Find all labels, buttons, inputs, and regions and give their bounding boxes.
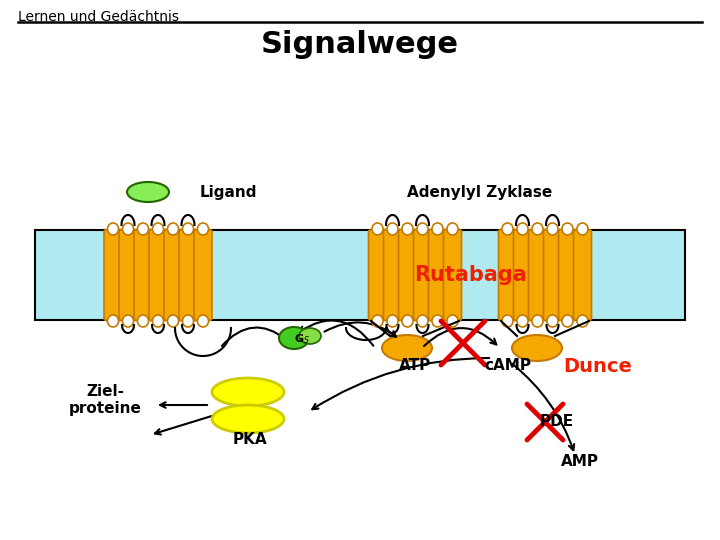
FancyBboxPatch shape [544,230,562,321]
Ellipse shape [372,315,383,327]
FancyBboxPatch shape [134,230,152,321]
Ellipse shape [577,315,588,327]
FancyBboxPatch shape [164,230,182,321]
Ellipse shape [387,315,398,327]
Text: PKA: PKA [233,433,267,448]
Ellipse shape [532,223,543,235]
FancyBboxPatch shape [513,230,531,321]
Ellipse shape [212,405,284,433]
Ellipse shape [502,223,513,235]
Ellipse shape [107,223,119,235]
Ellipse shape [138,315,148,327]
Text: G$_S$: G$_S$ [294,332,310,346]
Ellipse shape [532,315,543,327]
Ellipse shape [197,315,209,327]
FancyBboxPatch shape [369,230,387,321]
FancyBboxPatch shape [559,230,577,321]
Ellipse shape [138,223,148,235]
Text: Ligand: Ligand [200,186,258,200]
Ellipse shape [299,328,321,344]
Ellipse shape [562,315,573,327]
Ellipse shape [122,315,133,327]
Ellipse shape [517,315,528,327]
FancyBboxPatch shape [398,230,416,321]
Ellipse shape [153,315,163,327]
Ellipse shape [197,223,209,235]
Ellipse shape [447,223,458,235]
FancyBboxPatch shape [104,230,122,321]
Ellipse shape [432,315,443,327]
FancyBboxPatch shape [413,230,431,321]
FancyBboxPatch shape [179,230,197,321]
Ellipse shape [447,315,458,327]
Ellipse shape [168,315,179,327]
Ellipse shape [387,223,398,235]
Ellipse shape [127,182,169,202]
Ellipse shape [502,315,513,327]
Ellipse shape [212,378,284,406]
Ellipse shape [562,223,573,235]
Text: AMP: AMP [561,455,599,469]
FancyBboxPatch shape [574,230,592,321]
Ellipse shape [382,335,432,361]
FancyBboxPatch shape [119,230,137,321]
FancyBboxPatch shape [149,230,167,321]
Ellipse shape [372,223,383,235]
Text: Ziel-
proteine: Ziel- proteine [68,384,141,416]
Ellipse shape [417,223,428,235]
Ellipse shape [122,223,133,235]
Ellipse shape [512,335,562,361]
Ellipse shape [279,327,309,349]
Text: ATP: ATP [399,359,431,374]
Text: Rutabaga: Rutabaga [413,265,526,285]
Ellipse shape [577,223,588,235]
Text: cAMP: cAMP [485,359,531,374]
Ellipse shape [153,223,163,235]
Text: Dunce: Dunce [563,356,632,375]
Ellipse shape [402,223,413,235]
FancyBboxPatch shape [384,230,402,321]
Text: Lernen und Gedächtnis: Lernen und Gedächtnis [18,10,179,24]
Ellipse shape [402,315,413,327]
Ellipse shape [182,223,194,235]
FancyBboxPatch shape [194,230,212,321]
Ellipse shape [547,223,558,235]
FancyBboxPatch shape [498,230,516,321]
Bar [35,230,685,320]
Text: Adenylyl Zyklase: Adenylyl Zyklase [408,186,553,200]
Ellipse shape [168,223,179,235]
FancyBboxPatch shape [444,230,462,321]
Ellipse shape [107,315,119,327]
Text: Signalwege: Signalwege [261,30,459,59]
Ellipse shape [417,315,428,327]
Text: PDE: PDE [540,415,574,429]
Ellipse shape [517,223,528,235]
Ellipse shape [547,315,558,327]
FancyBboxPatch shape [528,230,546,321]
FancyBboxPatch shape [428,230,446,321]
Ellipse shape [182,315,194,327]
Ellipse shape [432,223,443,235]
